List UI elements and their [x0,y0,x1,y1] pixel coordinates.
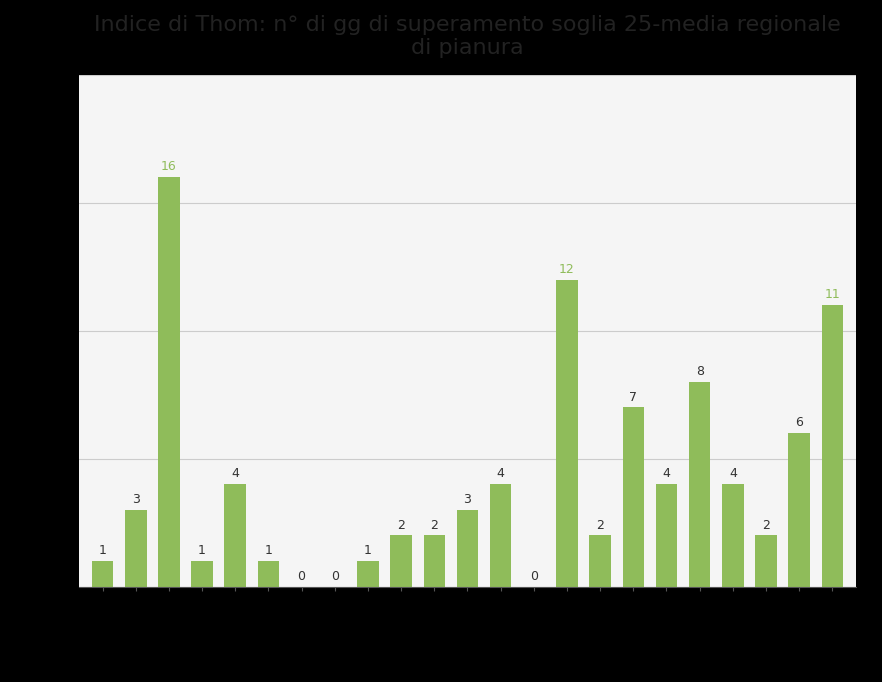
Title: Indice di Thom: n° di gg di superamento soglia 25-media regionale
di pianura: Indice di Thom: n° di gg di superamento … [94,15,841,58]
Text: 1: 1 [364,544,372,557]
Text: 3: 3 [464,493,471,506]
Text: 1: 1 [99,544,107,557]
Bar [557,280,578,587]
Text: 2: 2 [596,518,604,531]
Bar [92,561,114,587]
Text: 7: 7 [629,391,638,404]
Bar [821,305,843,587]
Bar [789,433,810,587]
Text: 2: 2 [397,518,405,531]
Bar [490,484,512,587]
Bar [125,510,146,587]
Bar [589,535,611,587]
Text: 4: 4 [231,467,239,480]
Bar [391,535,412,587]
Bar [357,561,378,587]
Text: 2: 2 [762,518,770,531]
Bar [258,561,280,587]
Bar [755,535,777,587]
Text: 4: 4 [729,467,736,480]
Bar [225,484,246,587]
Text: 0: 0 [530,569,538,582]
Text: 0: 0 [297,569,306,582]
Bar [191,561,213,587]
Bar [423,535,445,587]
Text: 8: 8 [696,365,704,378]
Text: 2: 2 [430,518,438,531]
Bar [457,510,478,587]
Bar [623,408,644,587]
Text: 1: 1 [198,544,206,557]
Text: 16: 16 [161,160,176,173]
Text: 12: 12 [559,263,575,276]
Text: 0: 0 [331,569,339,582]
Text: 11: 11 [825,288,841,301]
Bar [158,177,180,587]
Bar [655,484,677,587]
Text: 1: 1 [265,544,273,557]
Text: 6: 6 [796,416,804,429]
Bar [722,484,744,587]
Bar [689,382,710,587]
Text: 4: 4 [662,467,670,480]
Text: 4: 4 [497,467,505,480]
Text: 3: 3 [131,493,139,506]
Y-axis label: giorni: giorni [29,309,44,353]
